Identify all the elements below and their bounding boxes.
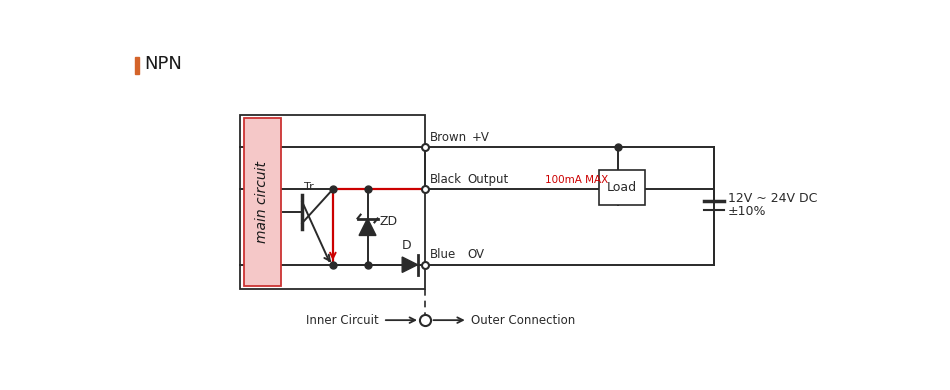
Bar [244,119,280,285]
Text: Outer Connection: Outer Connection [471,314,576,327]
Text: ZD: ZD [380,215,398,228]
Polygon shape [359,218,376,236]
Text: +V: +V [471,131,489,144]
Text: main circuit: main circuit [256,161,270,243]
Bar [135,57,139,74]
Text: Blue: Blue [430,248,456,261]
Text: D: D [402,239,411,252]
Text: Brown: Brown [430,131,467,144]
Polygon shape [402,257,418,272]
Bar [598,170,645,205]
Text: OV: OV [467,248,484,261]
Text: ±10%: ±10% [728,205,767,218]
Text: Inner Circuit: Inner Circuit [306,314,379,327]
Text: NPN: NPN [144,55,182,73]
Text: Output: Output [467,173,509,186]
Text: 12V ~ 24V DC: 12V ~ 24V DC [728,191,817,205]
Text: Tr: Tr [304,183,314,192]
Text: Black: Black [430,173,462,186]
Text: 100mA MAX: 100mA MAX [544,176,608,185]
Text: Load: Load [606,181,636,194]
Bar [240,115,426,289]
